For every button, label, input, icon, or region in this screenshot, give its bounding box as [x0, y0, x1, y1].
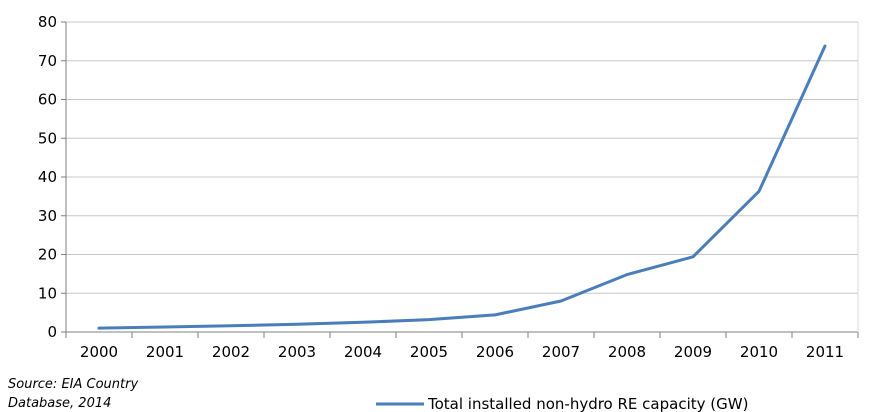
axes: [61, 21, 859, 338]
legend-label: Total installed non-hydro RE capacity (G…: [427, 395, 748, 412]
x-tick-label: 2003: [278, 343, 316, 361]
x-tick-label: 2011: [806, 343, 844, 361]
y-tick-label: 0: [47, 323, 57, 341]
source-note: Source: EIA Country Database, 2014: [8, 377, 138, 411]
y-tick-label: 20: [38, 246, 57, 264]
x-tick-label: 2009: [674, 343, 712, 361]
source-line-1: Source: EIA Country: [8, 377, 138, 392]
x-tick-label: 2006: [476, 343, 514, 361]
source-line-2: Database, 2014: [8, 396, 111, 411]
y-tick-label: 80: [38, 13, 57, 31]
y-axis-tick-labels: 0 10 20 30 40 50 60 70 80: [38, 13, 57, 341]
y-tick-label: 70: [38, 52, 57, 70]
x-tick-label: 2005: [410, 343, 448, 361]
y-tick-label: 30: [38, 207, 57, 225]
x-tick-label: 2007: [542, 343, 580, 361]
x-tick-label: 2010: [740, 343, 778, 361]
y-tick-label: 50: [38, 129, 57, 147]
y-tick-label: 40: [38, 168, 57, 186]
x-tick-label: 2001: [146, 343, 184, 361]
x-tick-label: 2008: [608, 343, 646, 361]
x-tick-label: 2002: [212, 343, 250, 361]
y-tick-label: 10: [38, 284, 57, 302]
x-tick-label: 2004: [344, 343, 382, 361]
series-line: [97, 44, 827, 330]
series: [97, 44, 827, 330]
y-tick-label: 60: [38, 91, 57, 109]
legend: Total installed non-hydro RE capacity (G…: [376, 395, 748, 412]
gridlines: [66, 21, 858, 294]
x-tick-label: 2000: [80, 343, 118, 361]
x-axis-tick-labels: 2000 2001 2002 2003 2004 2005 2006 2007 2008 2009…: [80, 343, 844, 361]
